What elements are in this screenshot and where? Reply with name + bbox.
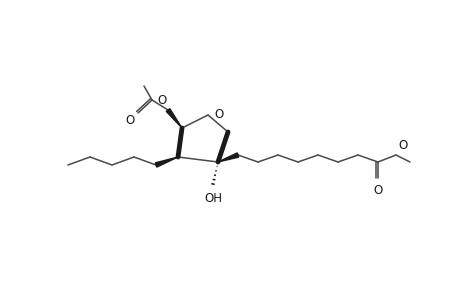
Polygon shape: [166, 109, 182, 128]
Text: O: O: [157, 94, 167, 107]
Text: O: O: [213, 107, 223, 121]
Text: O: O: [125, 114, 134, 127]
Polygon shape: [155, 157, 178, 167]
Polygon shape: [218, 153, 238, 162]
Text: O: O: [373, 184, 382, 197]
Text: OH: OH: [203, 192, 222, 205]
Text: O: O: [397, 139, 406, 152]
